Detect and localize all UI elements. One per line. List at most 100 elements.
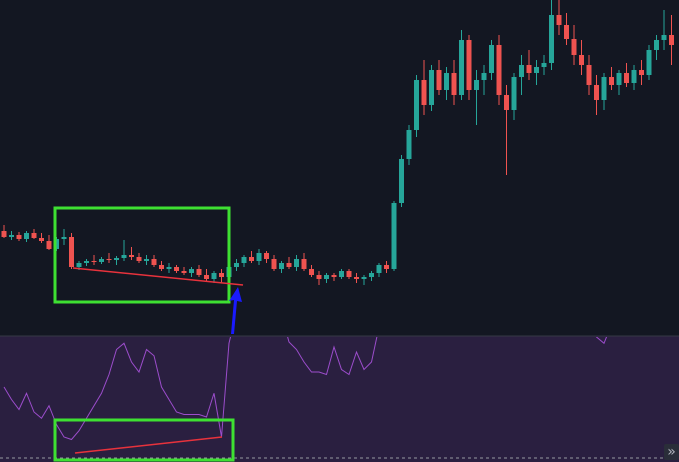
candle-body xyxy=(286,263,292,267)
candle-body xyxy=(421,80,427,105)
candle-body xyxy=(504,95,509,110)
candle-body xyxy=(541,63,547,67)
candle-body xyxy=(534,67,539,73)
candle-body xyxy=(376,265,382,273)
candle-body xyxy=(121,255,127,258)
trend-line xyxy=(72,267,244,286)
candle-body xyxy=(61,237,67,239)
candle-body xyxy=(511,77,517,110)
arrow xyxy=(229,287,242,334)
highlight-box xyxy=(53,206,231,304)
candle-body xyxy=(631,70,637,83)
candle-body xyxy=(249,257,254,261)
candle-body xyxy=(444,73,449,90)
candle-body xyxy=(339,271,344,277)
candle-body xyxy=(69,237,74,267)
indicator xyxy=(3,337,608,441)
candle-body xyxy=(571,39,577,55)
candle-body xyxy=(586,65,592,85)
candle-body xyxy=(661,35,667,40)
candle-body xyxy=(256,253,262,261)
candle-body xyxy=(181,271,187,273)
candle-body xyxy=(549,15,554,63)
candle-body xyxy=(324,275,329,279)
candle-body xyxy=(31,233,37,238)
candle-body xyxy=(106,259,112,260)
candle-body xyxy=(174,267,179,271)
candle-body xyxy=(309,269,314,275)
candle-body xyxy=(1,231,7,237)
candle-body xyxy=(84,261,89,263)
candle-body xyxy=(211,273,217,279)
candle-body xyxy=(354,277,359,279)
candle-body xyxy=(46,241,52,249)
candle-body xyxy=(234,263,239,267)
candle-body xyxy=(361,277,367,279)
candle-body xyxy=(76,263,82,267)
candle-body xyxy=(316,275,322,279)
candle-body xyxy=(264,253,269,259)
candle-body xyxy=(519,65,524,77)
candle-body xyxy=(136,257,142,261)
candle-body xyxy=(189,269,194,273)
candle-body xyxy=(384,265,389,269)
candle-body xyxy=(166,267,172,269)
candle-body xyxy=(369,273,374,277)
candle-body xyxy=(594,85,599,100)
candle-body xyxy=(616,73,622,85)
candle-body xyxy=(241,257,247,263)
candle-body xyxy=(91,261,97,262)
highlight-box xyxy=(53,418,235,462)
candle-body xyxy=(39,238,44,241)
candle-body xyxy=(496,45,502,95)
candle-body xyxy=(294,259,299,267)
candle-body xyxy=(151,259,157,265)
price-pane xyxy=(0,0,679,335)
candle-body xyxy=(331,275,337,277)
candle-body xyxy=(669,35,674,45)
candle-body xyxy=(279,263,284,269)
candle-body xyxy=(526,65,532,73)
candle-body xyxy=(346,271,352,277)
candle-body xyxy=(219,273,224,277)
candle-body xyxy=(391,203,397,269)
candle-body xyxy=(624,73,629,83)
candle-body xyxy=(451,73,457,95)
candle-body xyxy=(429,70,434,105)
indicator-pane xyxy=(0,336,679,462)
candle-body xyxy=(436,70,442,90)
candle-body xyxy=(654,40,659,50)
trend-line xyxy=(74,436,223,454)
candle-body xyxy=(556,15,562,25)
scroll-button-bg[interactable] xyxy=(664,444,679,460)
candle-body xyxy=(481,73,487,80)
scroll-button[interactable]: » xyxy=(667,444,676,460)
candle-body xyxy=(474,80,479,90)
candle-body xyxy=(601,77,607,100)
candle-body xyxy=(564,25,569,39)
candle-body xyxy=(579,55,584,65)
candle-body xyxy=(159,265,164,269)
candle-body xyxy=(489,45,494,73)
candle-body xyxy=(114,258,119,260)
candle-body xyxy=(129,255,134,257)
indicator-line xyxy=(3,337,608,441)
candle-body xyxy=(646,50,652,75)
candle-body xyxy=(466,40,472,90)
candle-body xyxy=(196,269,202,275)
candle-body xyxy=(301,259,307,269)
candle-body xyxy=(459,40,464,95)
candle-body xyxy=(399,159,404,203)
candle-body xyxy=(414,80,419,130)
candle-body xyxy=(9,235,14,237)
candle-body xyxy=(406,130,412,159)
candles xyxy=(1,0,674,285)
candle-body xyxy=(24,233,29,239)
candle-body xyxy=(144,259,149,261)
candle-body xyxy=(609,77,614,85)
candle-body xyxy=(99,259,104,262)
candle-body xyxy=(271,259,277,269)
candle-body xyxy=(639,70,644,75)
candle-body xyxy=(16,235,22,239)
